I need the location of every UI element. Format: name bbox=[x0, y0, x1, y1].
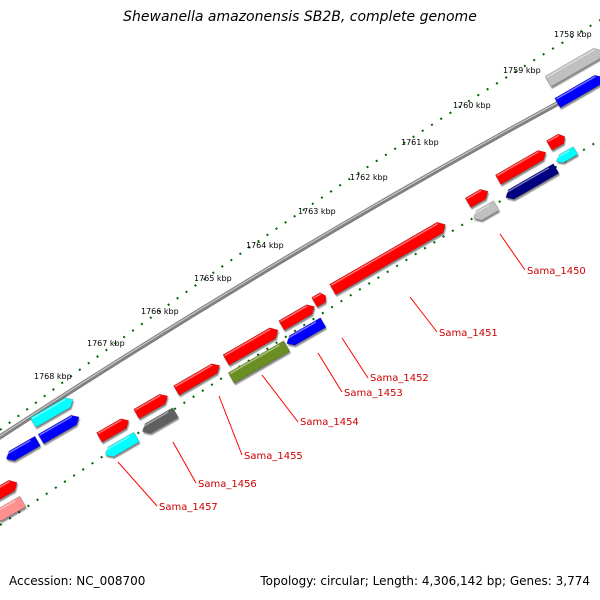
gene-arrow bbox=[464, 189, 489, 208]
gene-label: Sama_1456 bbox=[198, 479, 257, 490]
gene-label: Sama_1454 bbox=[300, 417, 359, 428]
leader-line bbox=[341, 337, 369, 379]
gene-arrow bbox=[29, 397, 74, 428]
gene-arrow bbox=[0, 479, 18, 504]
kbp-tick-label: 1767 kbp bbox=[87, 339, 125, 348]
leader-line bbox=[317, 352, 343, 393]
leader-line bbox=[409, 296, 438, 333]
kbp-tick-label: 1758 kbp bbox=[554, 30, 592, 39]
gene-arrow bbox=[329, 221, 446, 296]
genome-stats: Topology: circular; Length: 4,306,142 bp… bbox=[260, 574, 590, 588]
kbp-tick-label: 1762 kbp bbox=[350, 173, 388, 182]
gene-label: Sama_1451 bbox=[439, 328, 498, 339]
gene-label: Sama_1453 bbox=[344, 388, 403, 399]
label-leaders bbox=[117, 233, 526, 507]
gene-arrow bbox=[0, 495, 27, 522]
gene-arrow bbox=[227, 340, 291, 384]
leader-line bbox=[117, 461, 158, 507]
gene-label: Sama_1452 bbox=[370, 373, 429, 384]
gene-arrow bbox=[278, 304, 315, 331]
gene-arrow bbox=[555, 146, 579, 163]
gene-label: Sama_1455 bbox=[244, 451, 303, 462]
gene-arrow bbox=[141, 407, 179, 434]
gene-label: Sama_1457 bbox=[159, 502, 218, 513]
kbp-tick-label: 1761 kbp bbox=[401, 138, 439, 147]
leader-line bbox=[172, 441, 197, 484]
kbp-tick-label: 1759 kbp bbox=[503, 66, 541, 75]
gene-arrow bbox=[222, 327, 279, 366]
gene-arrow bbox=[37, 414, 80, 445]
gene-features bbox=[0, 47, 600, 522]
gene-arrow bbox=[472, 200, 500, 221]
outer-tick-ring bbox=[0, 19, 600, 431]
genome-backbone-highlight bbox=[0, 78, 600, 437]
gene-label: Sama_1450 bbox=[527, 266, 586, 277]
leader-line bbox=[499, 233, 526, 271]
gene-labels: Sama_1450 Sama_1451 Sama_1452 Sama_1453 Sama… bbox=[159, 266, 586, 513]
accession-text: Accession: NC_008700 bbox=[9, 574, 146, 588]
gene-arrow bbox=[504, 163, 560, 200]
gene-arrow bbox=[495, 150, 547, 185]
gene-arrow bbox=[133, 393, 168, 420]
genome-backbone bbox=[0, 77, 600, 440]
gene-arrow bbox=[4, 435, 41, 462]
gene-arrow bbox=[311, 292, 326, 308]
gene-arrow bbox=[285, 317, 327, 346]
kbp-tick-label: 1764 kbp bbox=[246, 241, 284, 250]
gene-arrow bbox=[554, 74, 600, 109]
kbp-tick-label: 1766 kbp bbox=[141, 307, 179, 316]
gene-arrow bbox=[546, 133, 566, 151]
kbp-tick-label: 1768 kbp bbox=[34, 372, 72, 381]
kbp-tick-label: 1760 kbp bbox=[453, 101, 491, 110]
kbp-tick-label: 1765 kbp bbox=[194, 274, 232, 283]
kbp-scale: 1758 kbp 1759 kbp 1760 kbp 1761 kbp 1762 kbp… bbox=[34, 30, 592, 381]
gene-arrow bbox=[103, 431, 140, 458]
leader-line bbox=[218, 395, 243, 456]
leader-line bbox=[261, 374, 299, 423]
gene-arrow bbox=[544, 47, 600, 88]
kbp-tick-label: 1763 kbp bbox=[298, 207, 336, 216]
map-title: Shewanella amazonensis SB2B, complete ge… bbox=[123, 9, 477, 25]
gene-arrow bbox=[96, 418, 130, 443]
gene-arrow bbox=[173, 363, 221, 396]
